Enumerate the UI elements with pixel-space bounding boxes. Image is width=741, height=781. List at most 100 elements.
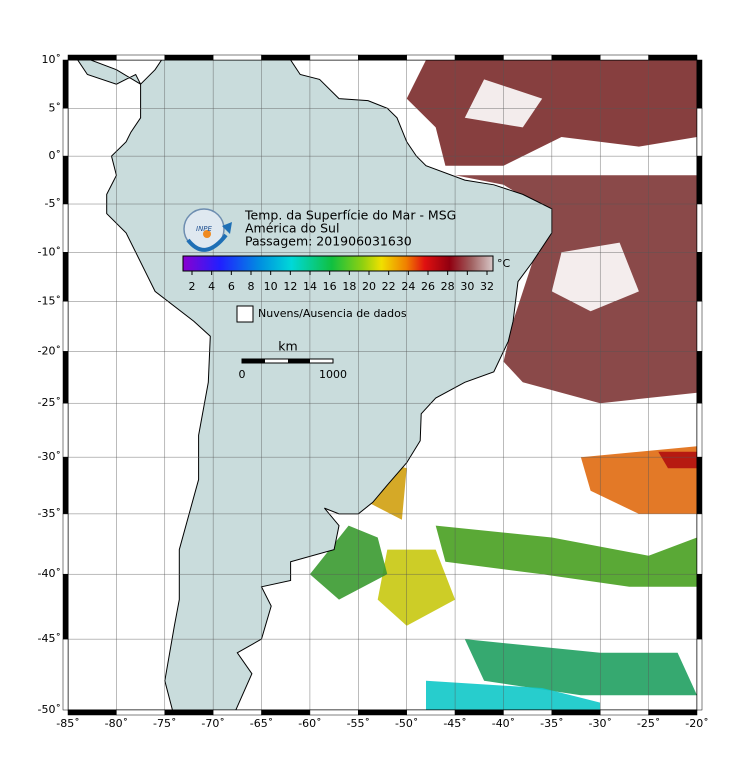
- lat-label: -40˚: [38, 567, 61, 580]
- frame-seg: [696, 59, 703, 109]
- frame-seg: [62, 252, 69, 302]
- logo: INPE: [183, 208, 232, 252]
- lon-label: -80˚: [105, 717, 128, 730]
- frame-seg: [503, 709, 553, 716]
- frame-seg: [696, 108, 703, 157]
- frame-seg: [696, 252, 703, 302]
- legend-label: Nuvens/Ausencia de dados: [258, 307, 407, 320]
- frame-seg: [212, 709, 262, 716]
- frame-seg: [261, 54, 311, 61]
- sst-patch: [309, 525, 388, 600]
- frame-seg: [62, 456, 69, 515]
- lat-label: 0˚: [49, 149, 62, 162]
- frame-seg: [599, 709, 649, 716]
- frame-seg: [62, 108, 69, 157]
- colorbar-tick-label: 20: [362, 280, 376, 293]
- lat-label: 10˚: [42, 53, 62, 66]
- lat-label: -5˚: [45, 197, 61, 210]
- colorbar-tick-label: 12: [283, 280, 297, 293]
- frame-seg: [696, 638, 703, 711]
- colorbar-tick-label: 30: [460, 280, 474, 293]
- colorbar: [182, 255, 494, 272]
- frame-seg: [696, 456, 703, 515]
- lat-label: -10˚: [38, 245, 61, 258]
- scale-ticks: 0 1000: [239, 368, 348, 381]
- frame-seg: [62, 513, 69, 575]
- frame-seg: [67, 709, 117, 716]
- frame-seg: [696, 351, 703, 404]
- frame-seg: [62, 351, 69, 404]
- frame-seg: [62, 402, 69, 458]
- frame-seg: [62, 59, 69, 109]
- sst-patch: [377, 549, 456, 626]
- colorbar-tick-label: 8: [248, 280, 255, 293]
- frame-seg: [696, 155, 703, 205]
- colorbar-tick-label: 18: [342, 280, 356, 293]
- scale-bar: [241, 358, 334, 364]
- colorbar-tick-label: 14: [303, 280, 317, 293]
- frame-seg: [309, 54, 359, 61]
- sst-patch: [426, 680, 601, 710]
- colorbar-tick-label: 24: [401, 280, 415, 293]
- lon-label: -65˚: [250, 717, 273, 730]
- frame-seg: [62, 638, 69, 711]
- frame-seg: [261, 709, 311, 716]
- frame-seg: [454, 54, 504, 61]
- lon-label: -40˚: [492, 717, 515, 730]
- sst-patch: [658, 451, 697, 469]
- colorbar-tick-label: 16: [323, 280, 337, 293]
- frame-seg: [696, 573, 703, 640]
- lat-label: -20˚: [38, 344, 61, 357]
- frame-seg: [696, 402, 703, 458]
- lat-label: -50˚: [38, 703, 61, 716]
- frame-seg: [67, 54, 117, 61]
- frame-seg: [696, 301, 703, 352]
- lon-label: -30˚: [588, 717, 611, 730]
- frame-seg: [454, 709, 504, 716]
- lat-label: -15˚: [38, 294, 61, 307]
- lon-label: -70˚: [201, 717, 224, 730]
- lat-label: 5˚: [49, 101, 62, 114]
- colorbar-tick-label: 32: [480, 280, 494, 293]
- lon-label: -55˚: [347, 717, 370, 730]
- frame-seg: [164, 709, 214, 716]
- lon-labels: -85˚ -80˚ -75˚ -70˚ -65˚ -60˚ -55˚ -50˚ -45˚ -40˚…: [56, 717, 708, 730]
- colorbar-tick-label: 26: [421, 280, 435, 293]
- frame-seg: [648, 54, 698, 61]
- lon-label: -25˚: [637, 717, 660, 730]
- svg-text:INPE: INPE: [196, 225, 213, 233]
- lon-label: -35˚: [540, 717, 563, 730]
- frame-seg: [164, 54, 214, 61]
- frame-seg: [62, 203, 69, 253]
- frame-seg: [62, 573, 69, 640]
- frame-border: [62, 54, 703, 716]
- frame-seg: [406, 709, 456, 716]
- colorbar-tick-label: 28: [441, 280, 455, 293]
- frame-seg: [116, 54, 166, 61]
- lon-label: -85˚: [56, 717, 79, 730]
- map-body: [68, 60, 697, 710]
- lat-label: -45˚: [38, 632, 61, 645]
- frame-seg: [696, 513, 703, 575]
- frame-seg: [116, 709, 166, 716]
- scale-tick-label: 0: [239, 368, 246, 381]
- frame-seg: [62, 155, 69, 205]
- lon-label: -50˚: [395, 717, 418, 730]
- frame-seg: [696, 203, 703, 253]
- title: Temp. da Superfície do Mar - MSG: [244, 208, 456, 223]
- colorbar-tick-label: 10: [264, 280, 278, 293]
- lat-label: -30˚: [38, 450, 61, 463]
- frame-seg: [599, 54, 649, 61]
- region: América do Sul: [245, 221, 339, 236]
- lon-label: -60˚: [298, 717, 321, 730]
- frame-seg: [212, 54, 262, 61]
- colorbar-unit: °C: [497, 257, 511, 270]
- frame-seg: [648, 709, 698, 716]
- frame-seg: [551, 54, 601, 61]
- scale-tick-label: 1000: [319, 368, 347, 381]
- scale-unit: km: [278, 339, 297, 354]
- frame-seg: [309, 709, 359, 716]
- lon-label: -75˚: [153, 717, 176, 730]
- lon-label: -45˚: [443, 717, 466, 730]
- frame-seg: [358, 54, 407, 61]
